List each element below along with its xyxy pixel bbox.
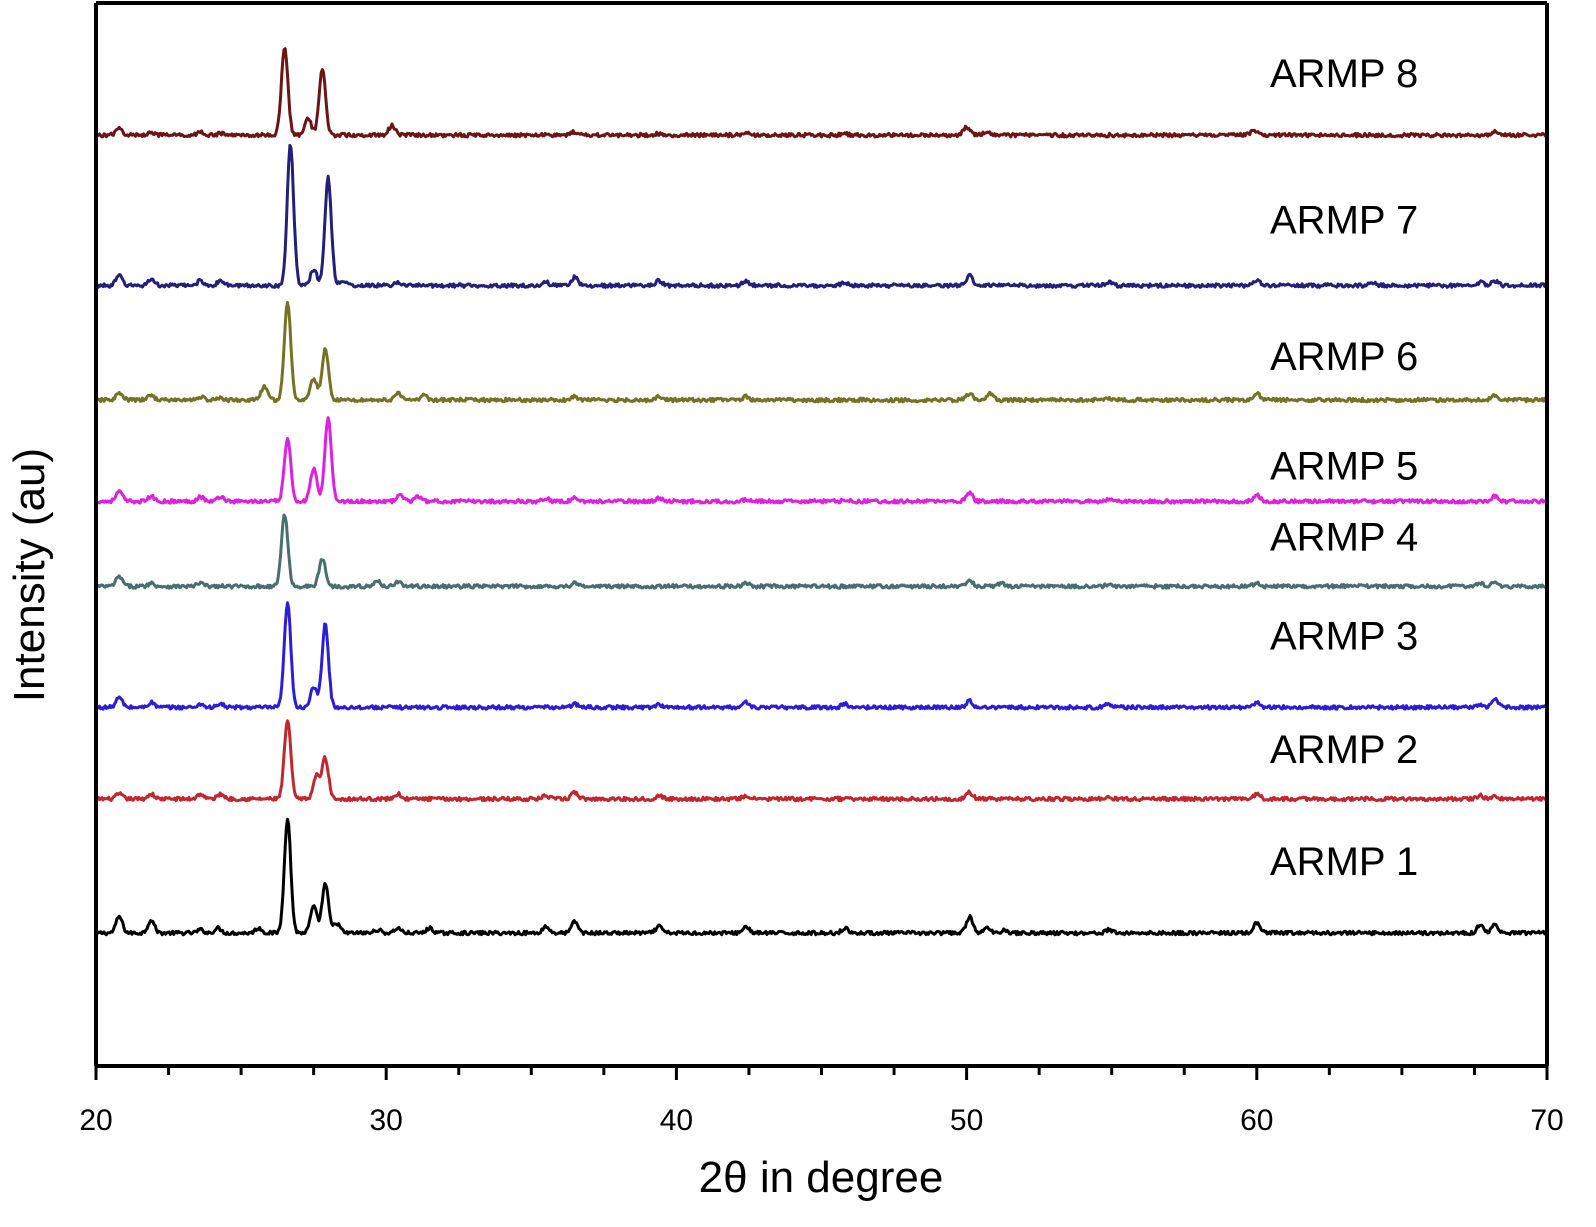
y-axis-title: Intensity (au) <box>5 448 54 702</box>
series-label-armp-7: ARMP 7 <box>1270 199 1418 243</box>
series-labels-group: ARMP 1 ARMP 2 ARMP 3 ARMP 4 ARMP 5 ARMP 6 ARMP… <box>1270 52 1418 884</box>
x-axis-title: 2θ in degree <box>699 1153 944 1202</box>
series-line-armp-8 <box>94 47 1549 139</box>
x-tick-label: 50 <box>950 1104 983 1137</box>
series-line-armp-4 <box>94 513 1549 590</box>
x-ticks-group: 20 30 40 50 60 70 <box>79 1066 1564 1137</box>
x-tick-label: 70 <box>1530 1104 1563 1137</box>
series-line-armp-6 <box>94 301 1549 404</box>
series-label-armp-2: ARMP 2 <box>1270 728 1418 772</box>
series-line-armp-1 <box>94 817 1549 937</box>
series-label-armp-5: ARMP 5 <box>1270 444 1418 488</box>
series-line-armp-2 <box>94 719 1549 803</box>
x-tick-label: 30 <box>370 1104 403 1137</box>
series-line-armp-5 <box>94 416 1549 505</box>
x-tick-label: 20 <box>79 1104 112 1137</box>
x-tick-label: 40 <box>660 1104 693 1137</box>
x-tick-label: 60 <box>1240 1104 1273 1137</box>
series-label-armp-4: ARMP 4 <box>1270 515 1418 559</box>
series-line-armp-7 <box>94 143 1549 289</box>
traces-group <box>94 47 1549 937</box>
series-label-armp-1: ARMP 1 <box>1270 840 1418 884</box>
plot-area <box>96 3 1547 1066</box>
series-label-armp-8: ARMP 8 <box>1270 52 1418 96</box>
series-line-armp-3 <box>94 601 1549 711</box>
series-label-armp-3: ARMP 3 <box>1270 614 1418 658</box>
series-label-armp-6: ARMP 6 <box>1270 335 1418 379</box>
